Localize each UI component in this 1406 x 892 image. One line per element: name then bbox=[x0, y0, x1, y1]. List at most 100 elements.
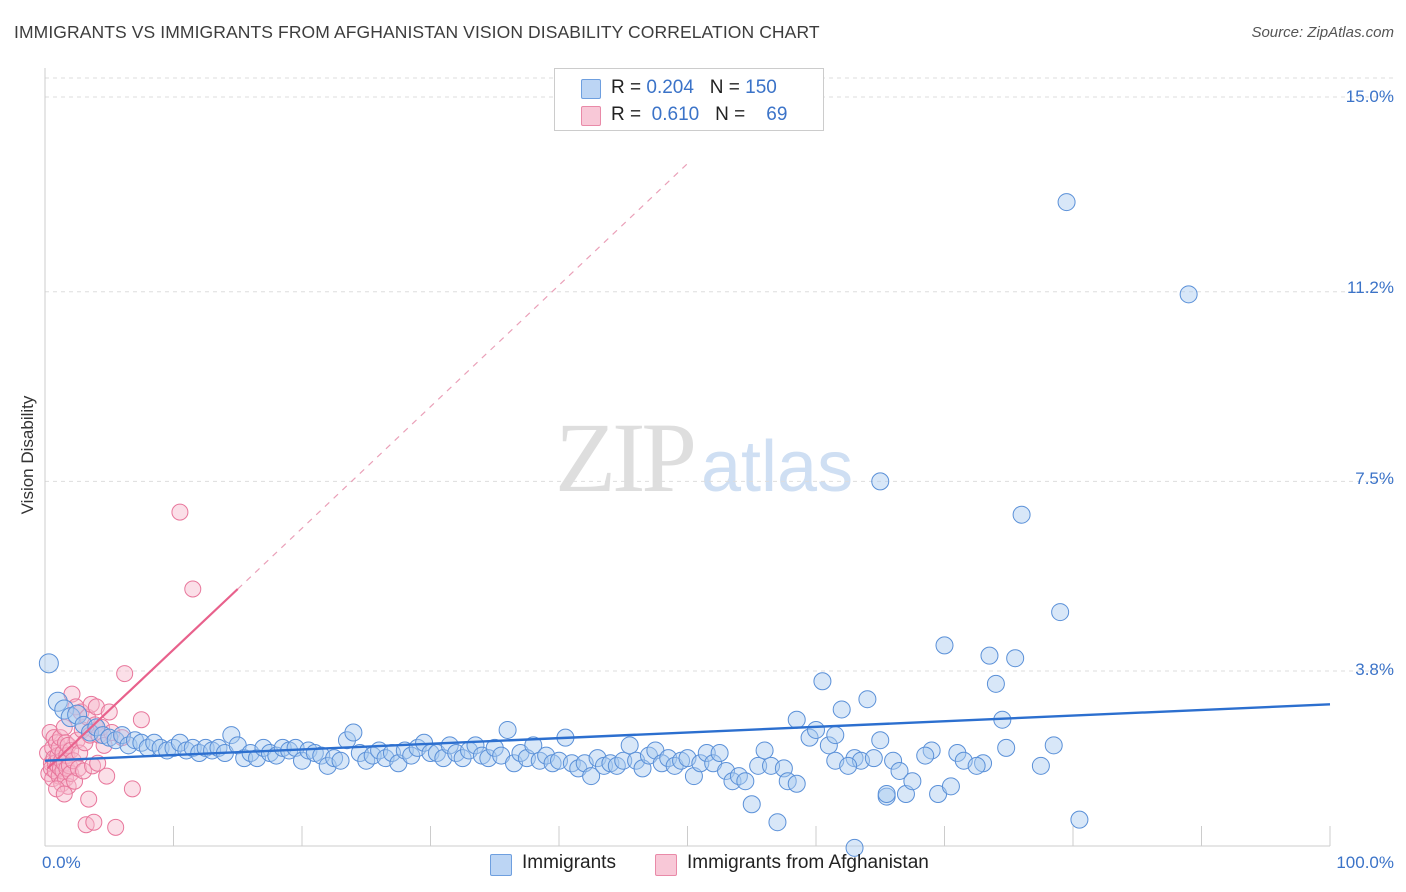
legend-n-value: 150 bbox=[745, 77, 777, 98]
afghanistan-trend-line bbox=[46, 588, 239, 770]
immigrants-point-147 bbox=[1012, 505, 1031, 524]
afghanistan-point-58 bbox=[100, 703, 118, 721]
immigrants-point-133 bbox=[890, 761, 909, 780]
immigrants-point-145 bbox=[997, 738, 1016, 757]
watermark: ZIP atlas bbox=[555, 400, 853, 515]
immigrants-point-142 bbox=[980, 646, 999, 665]
immigrants-point-158 bbox=[967, 756, 986, 775]
bottom-legend-swatch-blue bbox=[490, 854, 512, 876]
afghanistan-point-50 bbox=[85, 813, 103, 831]
immigrants-point-62 bbox=[440, 736, 459, 755]
chart-title: IMMIGRANTS VS IMMIGRANTS FROM AFGHANISTA… bbox=[14, 22, 820, 42]
afghanistan-point-42 bbox=[75, 762, 93, 780]
afghanistan-point-39 bbox=[71, 744, 89, 762]
immigrants-point-69 bbox=[485, 738, 504, 757]
immigrants-point-127 bbox=[864, 749, 883, 768]
immigrants-point-28 bbox=[222, 726, 241, 745]
immigrants-point-138 bbox=[941, 777, 960, 796]
bottom-legend-label: Immigrants from Afghanistan bbox=[687, 852, 929, 873]
immigrants-point-101 bbox=[691, 754, 710, 773]
immigrants-point-150 bbox=[1070, 810, 1089, 829]
immigrants-point-154 bbox=[903, 772, 922, 791]
x-tick-min: 0.0% bbox=[42, 853, 81, 872]
legend-n-label: N = bbox=[715, 104, 746, 125]
immigrants-point-149 bbox=[1057, 193, 1076, 212]
immigrants-point-123 bbox=[832, 700, 851, 719]
afghanistan-point-63 bbox=[123, 780, 141, 798]
immigrants-point-89 bbox=[614, 751, 633, 770]
immigrants-point-45 bbox=[331, 751, 350, 770]
immigrants-point-151 bbox=[1179, 285, 1198, 304]
immigrants-point-131 bbox=[877, 785, 896, 803]
immigrants-point-4 bbox=[67, 704, 88, 725]
immigrants-point-152 bbox=[845, 838, 864, 857]
legend-swatch-pink bbox=[581, 106, 601, 126]
immigrants-point-159 bbox=[839, 756, 858, 775]
afghanistan-point-66 bbox=[184, 580, 202, 598]
stats-legend: R = 0.204 N = 150 R = 0.610 N = 69 bbox=[554, 68, 824, 131]
afghanistan-point-48 bbox=[82, 695, 100, 713]
legend-n-value: 69 bbox=[766, 104, 788, 125]
immigrants-point-139 bbox=[948, 744, 967, 762]
legend-swatch-blue bbox=[581, 79, 601, 99]
immigrants-point-128 bbox=[871, 731, 890, 750]
afghanistan-point-52 bbox=[87, 698, 105, 716]
watermark-atlas: atlas bbox=[701, 427, 854, 507]
immigrants-point-119 bbox=[807, 720, 825, 739]
immigrants-point-130 bbox=[871, 472, 890, 491]
afghanistan-point-68 bbox=[55, 785, 73, 803]
legend-n-label: N = bbox=[709, 77, 740, 98]
immigrants-point-137 bbox=[935, 636, 954, 655]
afghanistan-trend-extension bbox=[237, 163, 688, 590]
immigrants-point-118 bbox=[800, 728, 819, 747]
immigrants-point-104 bbox=[710, 744, 729, 762]
immigrants-point-2 bbox=[54, 699, 75, 720]
y-axis-title: Vision Disability bbox=[18, 395, 37, 515]
immigrants-point-126 bbox=[858, 690, 877, 709]
immigrants-point-90 bbox=[620, 736, 639, 755]
immigrants-point-121 bbox=[819, 736, 838, 755]
bottom-legend-swatch-pink bbox=[655, 854, 677, 876]
y-tick-11-2: 11.2% bbox=[1347, 278, 1394, 297]
immigrants-trend-line bbox=[44, 703, 1331, 762]
immigrants-point-155 bbox=[1031, 756, 1050, 775]
afghanistan-point-64 bbox=[132, 711, 150, 729]
immigrants-point-109 bbox=[742, 795, 761, 814]
y-tick-7-5: 7.5% bbox=[1355, 469, 1394, 488]
afghanistan-point-57 bbox=[98, 767, 116, 785]
immigrants-point-113 bbox=[768, 813, 787, 832]
immigrants-point-111 bbox=[755, 741, 774, 760]
afghanistan-point-46 bbox=[80, 790, 98, 808]
source-label: Source: ZipAtlas.com bbox=[1251, 24, 1394, 41]
legend-r-label: R = bbox=[611, 77, 642, 98]
bottom-legend-label: Immigrants bbox=[522, 852, 616, 873]
immigrants-point-117 bbox=[787, 710, 806, 729]
x-tick-max: 100.0% bbox=[1336, 853, 1394, 872]
immigrants-point-116 bbox=[787, 774, 806, 793]
immigrants-point-143 bbox=[986, 674, 1005, 693]
afghanistan-point-65 bbox=[171, 503, 189, 521]
legend-r-label: R = bbox=[611, 104, 642, 125]
immigrants-point-71 bbox=[498, 720, 517, 739]
y-tick-15-0: 15.0% bbox=[1345, 87, 1394, 106]
immigrants-point-153 bbox=[826, 726, 845, 745]
immigrants-point-120 bbox=[813, 672, 832, 691]
immigrants-point-132 bbox=[884, 751, 903, 770]
immigrants-point-64 bbox=[453, 749, 472, 768]
legend-r-value: 0.204 bbox=[646, 77, 694, 98]
immigrants-point-1 bbox=[47, 691, 68, 712]
immigrants-point-108 bbox=[736, 772, 755, 791]
immigrants-point-56 bbox=[402, 746, 421, 765]
legend-r-value: 0.610 bbox=[651, 104, 700, 125]
afghanistan-point-60 bbox=[107, 818, 125, 836]
immigrants-point-157 bbox=[916, 746, 935, 765]
afghanistan-point-62 bbox=[116, 665, 134, 683]
immigrants-point-46 bbox=[337, 731, 356, 750]
immigrants-point-110 bbox=[749, 756, 768, 775]
immigrants-point-75 bbox=[524, 736, 543, 755]
immigrants-point-102 bbox=[697, 744, 716, 762]
y-tick-3-8: 3.8% bbox=[1355, 660, 1394, 679]
immigrants-point-47 bbox=[344, 723, 363, 742]
watermark-zip: ZIP bbox=[555, 402, 697, 513]
